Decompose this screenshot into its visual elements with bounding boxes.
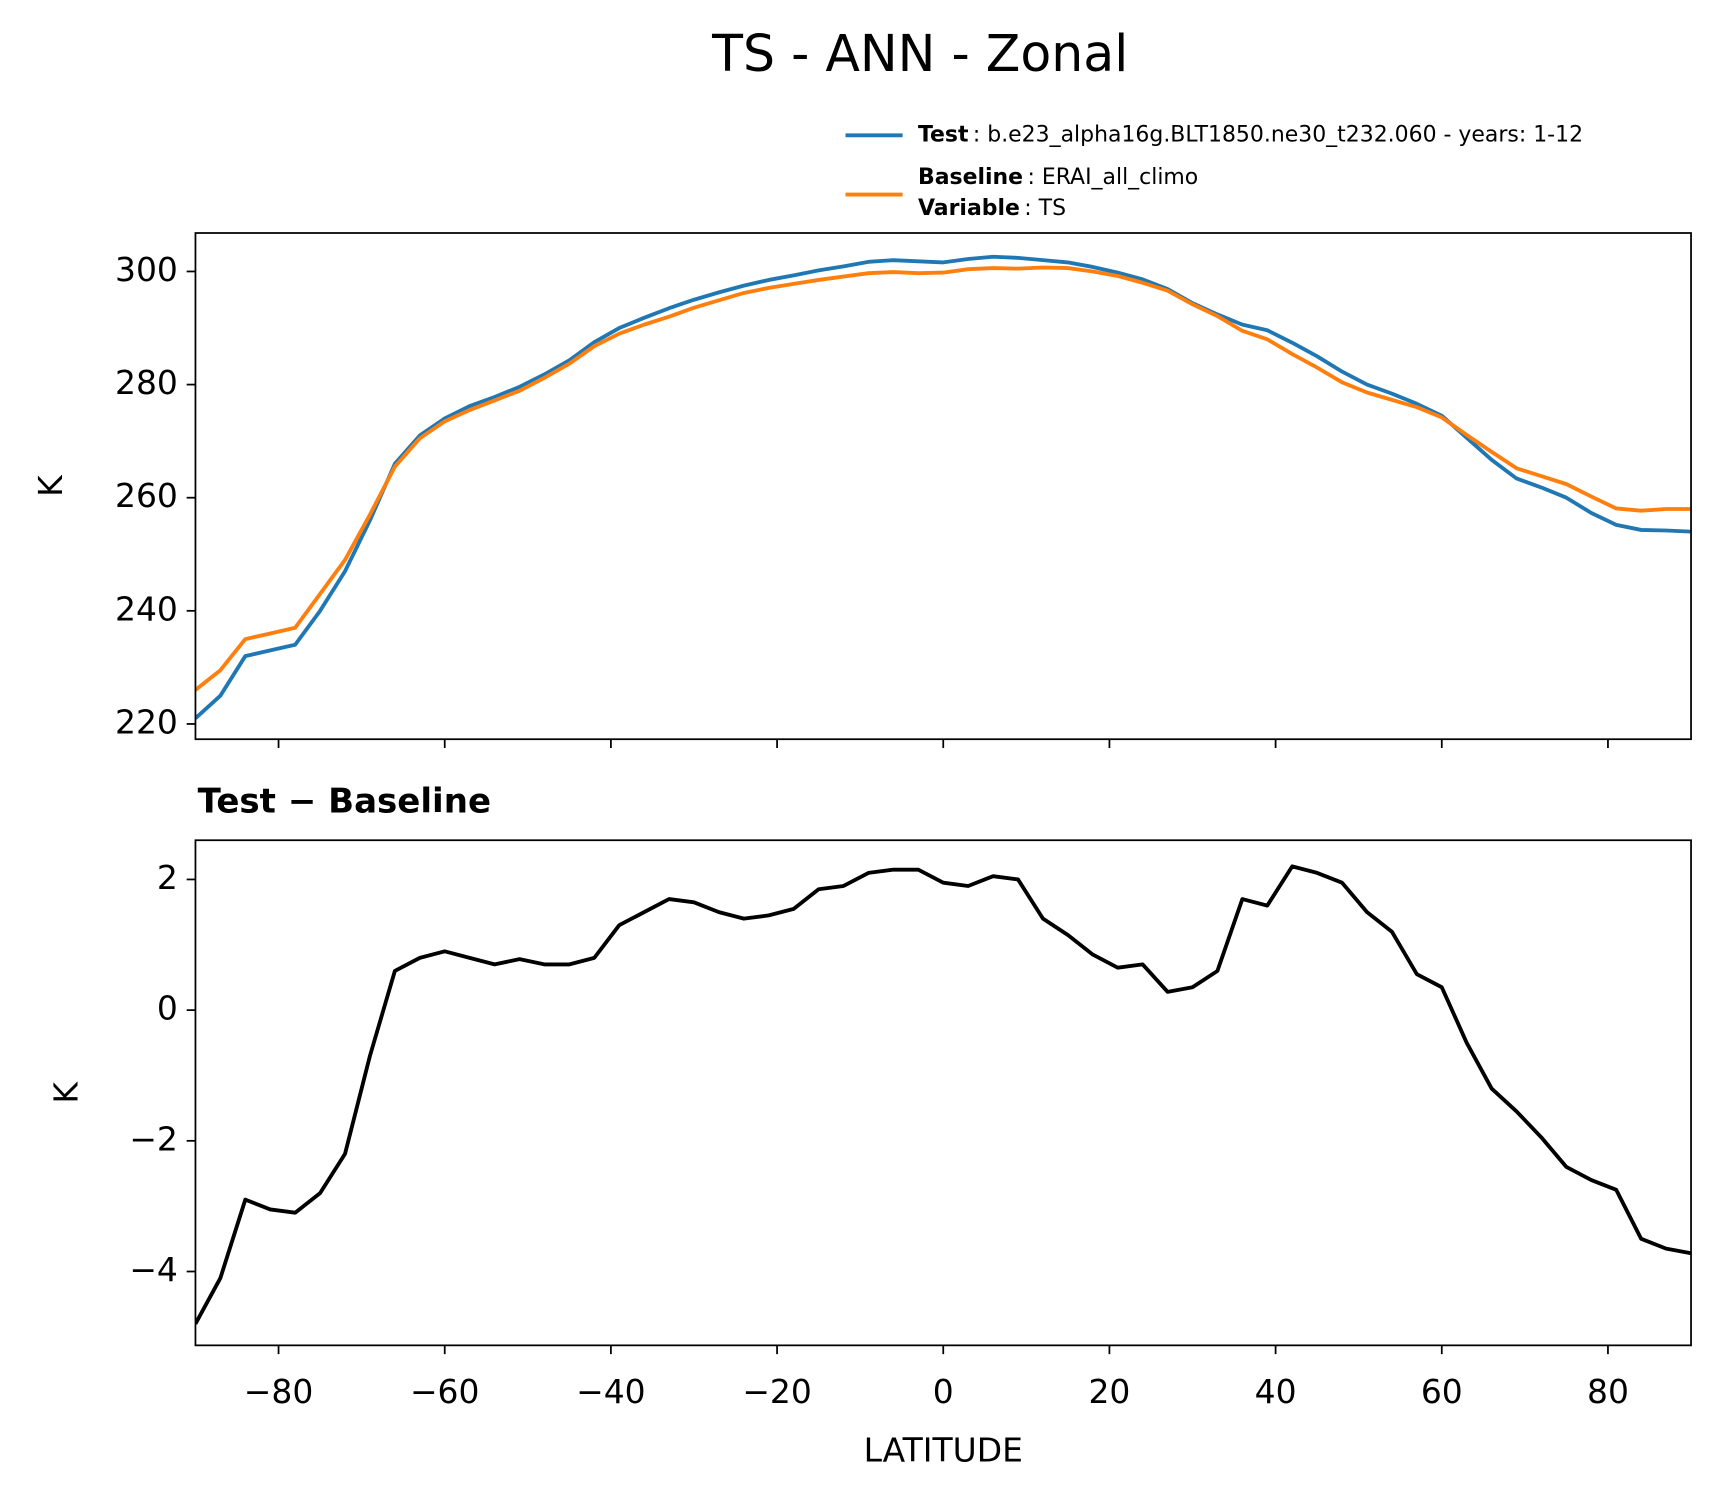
x-tick-label: −60 <box>410 1372 480 1411</box>
legend-name: Baseline <box>918 165 1023 190</box>
legend-detail: : b.e23_alpha16g.BLT1850.ne30_t232.060 -… <box>973 122 1583 147</box>
x-tick-label: 60 <box>1421 1372 1463 1411</box>
y-tick-label: −2 <box>129 1119 178 1158</box>
x-tick-label: 20 <box>1088 1372 1130 1411</box>
figure-title: TS - ANN - Zonal <box>711 24 1128 83</box>
subplot-title: Test − Baseline <box>198 781 491 821</box>
y-tick-label: 300 <box>115 250 178 289</box>
legend-label: Test: b.e23_alpha16g.BLT1850.ne30_t232.0… <box>918 122 1583 147</box>
y-tick-label: −4 <box>129 1250 178 1289</box>
legend-name: Variable <box>918 196 1020 221</box>
y-tick-label: 220 <box>115 702 178 741</box>
y-tick-label: 260 <box>115 476 178 515</box>
y-axis-label: K <box>31 474 70 497</box>
legend-detail: : ERAI_all_climo <box>1027 165 1198 190</box>
x-tick-label: 0 <box>933 1372 954 1411</box>
y-tick-label: 0 <box>157 989 178 1028</box>
plot-area <box>195 864 1692 1325</box>
x-tick-label: −40 <box>576 1372 646 1411</box>
y-tick-label: 2 <box>157 858 178 897</box>
y-tick-label: 240 <box>115 589 178 628</box>
x-tick-label: 80 <box>1587 1372 1629 1411</box>
axes-frame <box>194 232 1692 741</box>
legend-detail: : TS <box>1024 196 1066 221</box>
plot-area <box>195 254 1692 720</box>
x-tick-label: −80 <box>244 1372 314 1411</box>
legend-label: Variable: TS <box>918 196 1066 221</box>
series-line <box>195 265 1692 692</box>
y-axis-label: K <box>47 1081 86 1104</box>
axes-frame <box>194 839 1692 1347</box>
x-axis-label: LATITUDE <box>864 1430 1023 1469</box>
series-line <box>195 864 1692 1325</box>
x-tick-label: 40 <box>1255 1372 1297 1411</box>
x-tick-label: −20 <box>742 1372 812 1411</box>
y-tick-label: 280 <box>115 363 178 402</box>
legend-name: Test <box>918 122 969 147</box>
legend-label: Baseline: ERAI_all_climo <box>918 165 1198 190</box>
